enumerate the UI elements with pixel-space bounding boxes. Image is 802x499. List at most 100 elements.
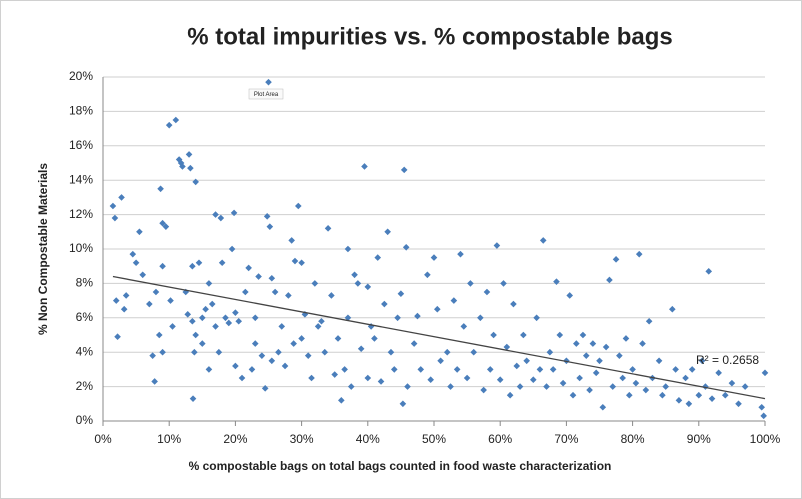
point	[291, 257, 299, 265]
point	[304, 352, 312, 359]
trendline	[112, 275, 766, 400]
point	[238, 374, 246, 382]
point	[685, 400, 693, 408]
y-tick-label: 18%	[69, 104, 93, 118]
point	[589, 340, 597, 347]
point	[298, 259, 305, 267]
y-tick-label: 4%	[76, 344, 94, 358]
point	[255, 273, 262, 280]
point	[354, 280, 362, 287]
point	[245, 264, 252, 272]
point	[189, 395, 197, 402]
point	[114, 333, 121, 341]
point	[169, 323, 176, 330]
y-tick-label: 14%	[69, 172, 93, 186]
point	[576, 374, 583, 382]
point	[549, 366, 557, 373]
point	[377, 378, 385, 385]
point	[155, 331, 163, 339]
point	[443, 348, 451, 356]
point	[705, 268, 713, 275]
point	[228, 245, 236, 253]
point	[167, 297, 174, 304]
point	[596, 357, 603, 365]
point	[645, 317, 653, 325]
point	[242, 288, 249, 296]
point	[294, 202, 302, 210]
point	[394, 314, 401, 322]
y-tick-label: 16%	[69, 138, 93, 152]
point	[635, 250, 643, 258]
annotation: R² = 0.2658	[696, 353, 759, 367]
point	[218, 259, 226, 267]
point	[397, 290, 405, 298]
point	[212, 323, 219, 330]
point	[159, 348, 166, 356]
point	[682, 374, 689, 382]
tooltip: Plot Area	[254, 92, 279, 98]
x-tick-label: 70%	[554, 432, 578, 446]
point	[334, 335, 342, 342]
point	[118, 194, 125, 201]
point	[278, 323, 286, 330]
point	[248, 366, 256, 373]
point	[586, 386, 593, 394]
point	[159, 262, 166, 270]
point	[351, 271, 358, 279]
point	[741, 383, 749, 390]
point	[159, 219, 166, 227]
point	[655, 357, 663, 365]
point	[579, 331, 587, 339]
point	[602, 343, 610, 351]
point	[450, 297, 458, 304]
x-tick-label: 80%	[621, 432, 645, 446]
point	[721, 391, 729, 399]
point	[192, 178, 199, 186]
y-tick-label: 0%	[76, 413, 94, 427]
point	[546, 348, 554, 356]
point	[374, 254, 382, 261]
point	[308, 374, 315, 382]
point	[192, 331, 199, 339]
point	[695, 391, 703, 399]
point	[520, 331, 527, 339]
point	[592, 369, 600, 377]
point	[553, 278, 560, 285]
point	[215, 348, 223, 356]
point	[285, 292, 292, 299]
point	[232, 362, 239, 370]
point	[268, 274, 276, 282]
point	[453, 366, 461, 373]
point	[364, 283, 372, 291]
x-tick-label: 90%	[687, 432, 711, 446]
point	[152, 288, 160, 296]
point	[761, 369, 769, 377]
point	[251, 340, 259, 347]
point	[609, 383, 617, 390]
point	[314, 323, 322, 330]
point	[510, 300, 517, 308]
point	[189, 262, 196, 270]
point	[424, 271, 431, 279]
point	[427, 376, 434, 384]
x-tick-label: 10%	[157, 432, 181, 446]
point	[434, 305, 441, 313]
point	[728, 379, 736, 387]
point	[202, 305, 209, 313]
x-axis-title: % compostable bags on total bags counted…	[189, 459, 612, 473]
point	[622, 335, 630, 342]
point	[490, 331, 497, 339]
point	[708, 395, 716, 402]
point	[361, 163, 368, 170]
point	[483, 288, 491, 296]
point	[399, 400, 407, 408]
point	[132, 259, 140, 267]
point	[162, 223, 170, 230]
point	[698, 357, 706, 365]
point	[199, 314, 206, 322]
point	[179, 163, 186, 170]
point	[381, 300, 388, 308]
point	[402, 243, 410, 251]
point	[582, 352, 590, 359]
